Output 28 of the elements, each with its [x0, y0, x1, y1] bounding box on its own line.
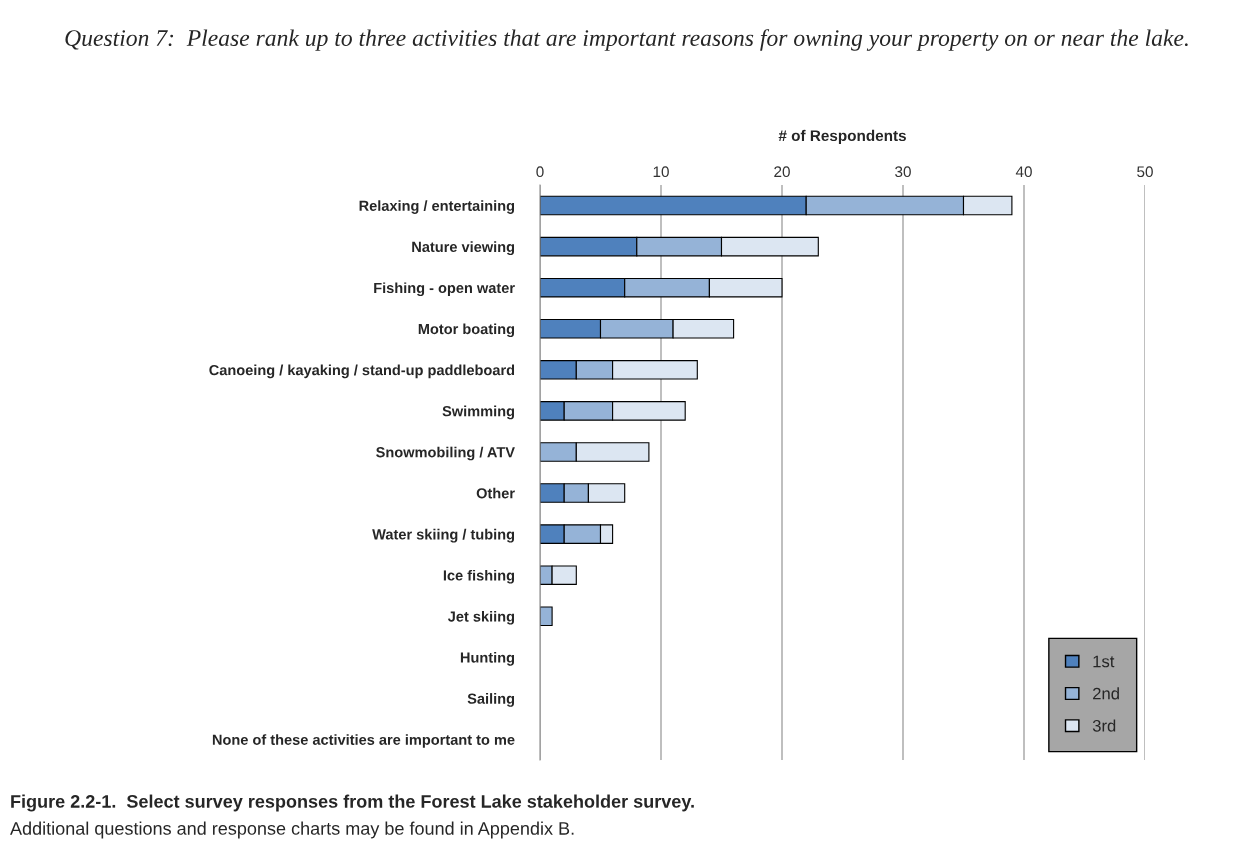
y-tick-label: Motor boating — [418, 323, 515, 338]
x-tick-label: 40 — [1015, 166, 1032, 178]
x-axis-title: # of Respondents — [778, 129, 906, 145]
text: Additional questions and response charts may be found in Appendix B. — [10, 821, 574, 839]
legend-label: 1st — [1093, 655, 1115, 668]
chart-title: Question 7: Please rank up to three activities that are important reasons for owning your property on or near the lake. — [65, 29, 1188, 51]
y-tick-label: None of these activities are important to me — [212, 734, 515, 748]
x-tick-label: 20 — [774, 166, 790, 178]
y-tick-label: Canoeing / kayaking / stand-up paddleboard — [209, 364, 515, 379]
legend-label: 2nd — [1093, 687, 1119, 700]
legend-label: 3rd — [1092, 719, 1116, 732]
x-tick-label: 50 — [1137, 166, 1153, 178]
x-tick-label: 30 — [895, 166, 911, 178]
y-tick-label: Sailing — [467, 693, 515, 707]
y-tick-label: Hunting — [460, 652, 515, 666]
caption: Figure 2.2-1. Select survey responses from the Forest Lake stakeholder survey. — [11, 794, 694, 812]
x-tick-label: 10 — [653, 166, 669, 178]
y-tick-label: Relaxing / entertaining — [359, 200, 515, 214]
bar — [540, 606, 553, 627]
y-tick-label: Nature viewing — [412, 241, 515, 255]
x-tick-label: 0 — [536, 166, 544, 178]
y-tick-label: Swimming — [442, 405, 515, 420]
y-tick-label: Ice fishing — [443, 569, 515, 584]
y-tick-label: Water skiing / tubing — [372, 528, 515, 543]
y-tick-label: Fishing - open water — [374, 282, 515, 297]
y-tick-label: Other — [476, 487, 515, 499]
y-tick-label: Jet skiing — [447, 610, 515, 625]
y-tick-label: Snowmobiling / ATV — [376, 446, 515, 461]
